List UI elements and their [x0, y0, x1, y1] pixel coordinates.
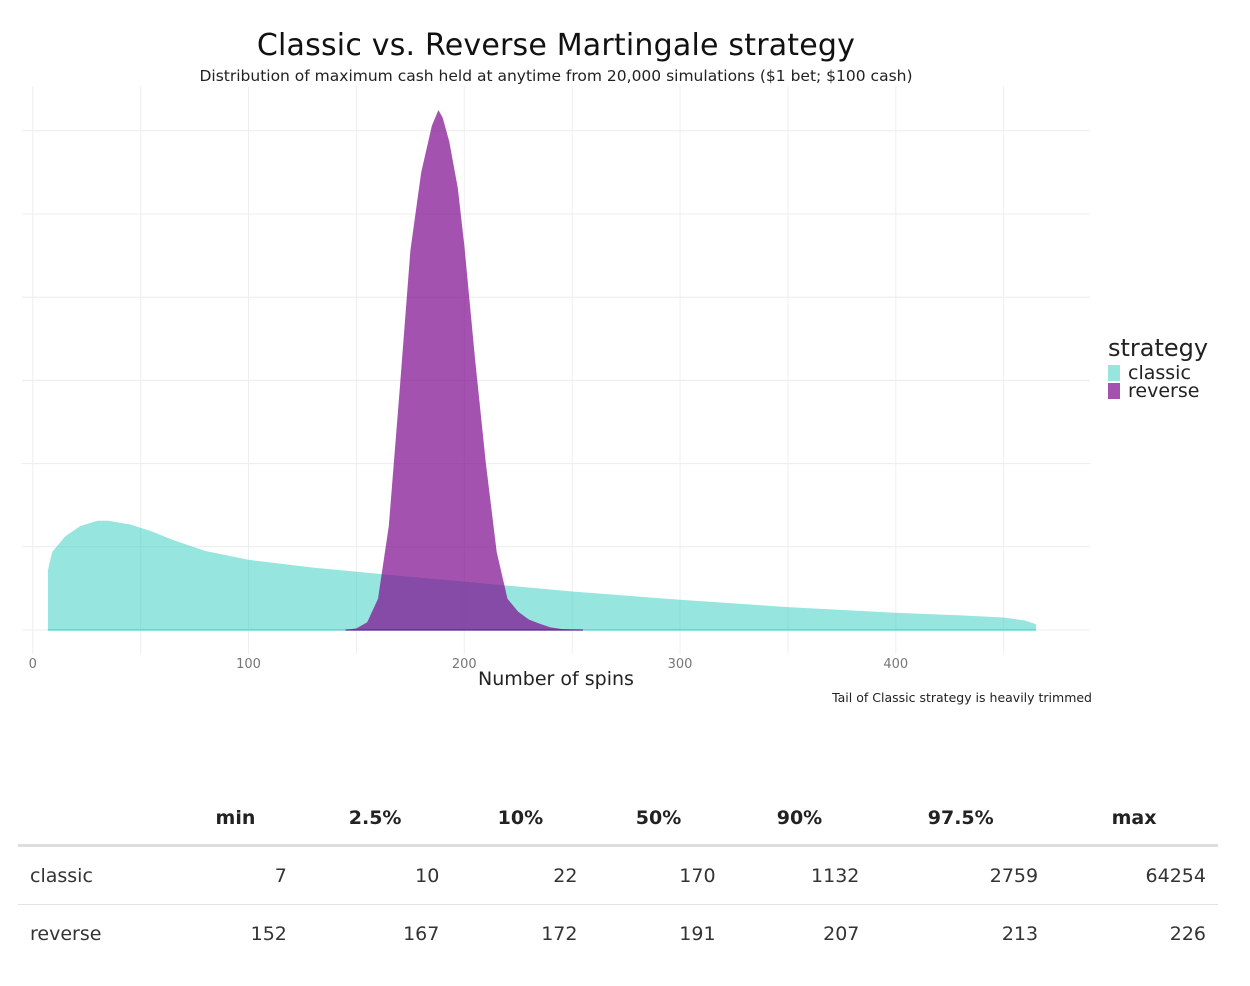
table-cell: 7 — [274, 864, 287, 887]
chart-subtitle: Distribution of maximum cash held at any… — [199, 67, 913, 85]
legend-swatch-reverse — [1108, 383, 1120, 399]
table-row-name: reverse — [30, 922, 102, 945]
density-area-reverse — [345, 110, 583, 630]
legend-title: strategy — [1108, 334, 1209, 362]
legend-item-reverse: reverse — [1108, 380, 1208, 402]
x-tick-label: 100 — [236, 657, 261, 672]
table-header-max: max — [1111, 807, 1157, 829]
x-tick-label: 0 — [29, 657, 37, 672]
table-cell: 213 — [1001, 922, 1039, 945]
table-header-2-5: 2.5% — [348, 807, 402, 829]
table-cell: 167 — [403, 922, 440, 945]
table-cell: 64254 — [1145, 864, 1206, 887]
table-cell: 170 — [679, 864, 716, 887]
table-header-min: min — [215, 807, 256, 829]
table-cell: 22 — [553, 864, 578, 887]
legend-item-classic: classic — [1108, 362, 1208, 384]
x-tick-label: 400 — [883, 657, 908, 672]
table-header-90: 90% — [776, 807, 823, 829]
table-header-10: 10% — [497, 807, 544, 829]
table-header-corner — [18, 792, 172, 846]
chart-title: Classic vs. Reverse Martingale strategy — [256, 28, 856, 63]
table-header-50: 50% — [635, 807, 682, 829]
x-tick-label: 200 — [452, 657, 477, 672]
legend-label-classic: classic — [1128, 362, 1191, 384]
legend-swatch-classic — [1108, 365, 1120, 381]
density-area-classic — [47, 520, 1037, 630]
table-cell: 226 — [1169, 922, 1206, 945]
chart-caption: Tail of Classic strategy is heavily trim… — [832, 690, 1092, 705]
table-row: reverse 152 167 172 191 207 213 226 — [18, 905, 1218, 963]
table-cell: 2759 — [989, 864, 1039, 887]
table-row-name: classic — [30, 864, 93, 887]
table-cell: 10 — [415, 864, 440, 887]
legend: strategy classic reverse — [1108, 334, 1209, 402]
table-cell: 191 — [679, 922, 716, 945]
table-cell: 172 — [541, 922, 578, 945]
table-row: classic 7 10 22 170 1132 2759 64254 — [18, 846, 1218, 905]
chart-canvas: 0 100 200 300 400 — [22, 86, 1090, 672]
quantile-table: min 2.5% 10% 50% 90% 97.5% max classic 7… — [18, 792, 1218, 962]
x-tick-label: 300 — [668, 657, 693, 672]
table-cell: 207 — [823, 922, 860, 945]
table-cell: 1132 — [811, 864, 860, 887]
legend-label-reverse: reverse — [1128, 380, 1200, 402]
table-header-97-5: 97.5% — [927, 807, 994, 829]
density-chart: 0 100 200 300 400 Classic vs. Reverse Martin… — [22, 28, 1209, 705]
x-axis-label: Number of spins — [478, 668, 634, 690]
table-cell: 152 — [250, 922, 287, 945]
table-header-row: min 2.5% 10% 50% 90% 97.5% max — [18, 792, 1218, 846]
